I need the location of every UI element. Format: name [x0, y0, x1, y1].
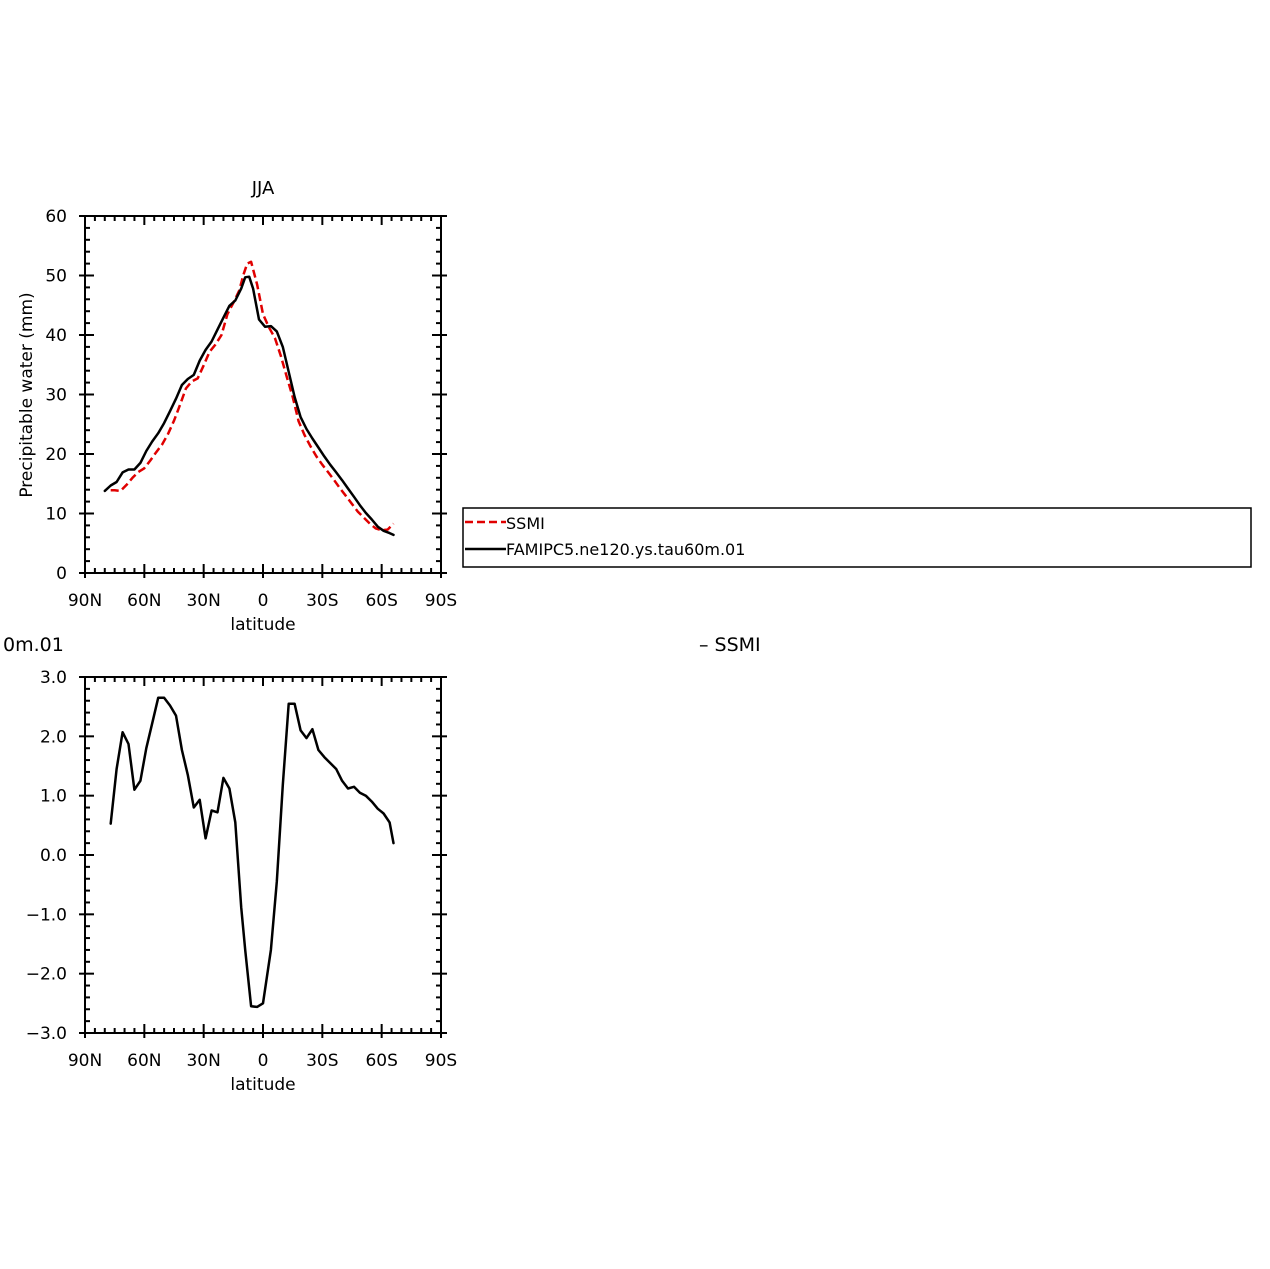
x-tick-label: 30N — [186, 591, 220, 611]
y-axis-label: Precipitable water (mm) — [17, 292, 37, 497]
series-line-difference — [109, 696, 395, 1009]
data-lines — [109, 696, 395, 1009]
plot-frame — [84, 676, 442, 1034]
x-tick-label: 30S — [306, 591, 338, 611]
panel-bottom: 0m.01 – SSMI 90N 60N 30N 0 30S 60S 90S −3.0 −2.… — [3, 634, 761, 1095]
y-tick-labels: 0 10 20 30 40 50 60 — [45, 207, 67, 584]
plot-frame — [84, 215, 442, 574]
y-tick-label: 2.0 — [40, 727, 67, 747]
y-tick-label: 40 — [45, 326, 67, 346]
x-axis-label: latitude — [230, 615, 295, 635]
chart-title-left: 0m.01 — [3, 634, 64, 656]
x-tick-label: 90S — [425, 1051, 457, 1071]
x-tick-label: 90N — [68, 591, 102, 611]
y-tick-label: 50 — [45, 267, 67, 287]
x-tick-label: 60S — [365, 591, 397, 611]
x-tick-label: 30S — [306, 1051, 338, 1071]
series-line-famipc5-ne120-ys-tau60m-01 — [103, 275, 395, 537]
legend-frame — [462, 507, 1252, 568]
x-tick-label: 0 — [258, 1051, 269, 1071]
x-tick-label: 90S — [425, 591, 457, 611]
panel-top: JJA 90N 60N 30N 0 30S 60S 90S 0 10 20 30 40 50 60 la… — [17, 178, 457, 635]
x-tick-label: 60N — [127, 591, 161, 611]
x-axis-label: latitude — [230, 1075, 295, 1095]
y-tick-label: −2.0 — [26, 965, 67, 985]
y-tick-label: 20 — [45, 445, 67, 465]
series-line-ssmi — [110, 260, 395, 532]
x-tick-label: 90N — [68, 1051, 102, 1071]
legend-label-ssmi: SSMI — [506, 514, 545, 533]
y-tick-labels: −3.0 −2.0 −1.0 0.0 1.0 2.0 3.0 — [26, 668, 67, 1044]
x-tick-label: 0 — [258, 591, 269, 611]
legend-label-model: FAMIPC5.ne120.ys.tau60m.01 — [506, 540, 745, 559]
x-tick-label: 60S — [365, 1051, 397, 1071]
y-tick-label: 1.0 — [40, 787, 67, 807]
x-tick-labels: 90N 60N 30N 0 30S 60S 90S — [68, 1051, 457, 1071]
y-tick-label: 30 — [45, 386, 67, 406]
y-tick-label: 3.0 — [40, 668, 67, 688]
y-tick-label: 0.0 — [40, 846, 67, 866]
legend: SSMI FAMIPC5.ne120.ys.tau60m.01 — [462, 507, 1252, 568]
x-tick-label: 30N — [186, 1051, 220, 1071]
y-tick-label: 0 — [56, 564, 67, 584]
chart-title: JJA — [251, 178, 275, 199]
y-tick-label: −3.0 — [26, 1024, 67, 1044]
y-tick-label: 10 — [45, 505, 67, 525]
chart-title-right: – SSMI — [699, 634, 761, 656]
y-axis-label: Precipitable water (mm) — [17, 752, 37, 957]
data-lines — [103, 260, 395, 537]
tick-marks — [79, 215, 447, 578]
tick-marks — [79, 676, 447, 1038]
x-tick-label: 60N — [127, 1051, 161, 1071]
y-tick-label: −1.0 — [26, 905, 67, 925]
x-tick-labels: 90N 60N 30N 0 30S 60S 90S — [68, 591, 457, 611]
y-tick-label: 60 — [45, 207, 67, 227]
